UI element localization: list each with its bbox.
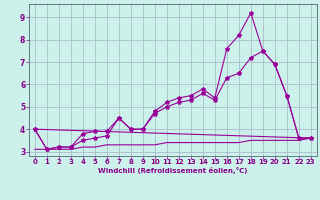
X-axis label: Windchill (Refroidissement éolien,°C): Windchill (Refroidissement éolien,°C) — [98, 167, 247, 174]
